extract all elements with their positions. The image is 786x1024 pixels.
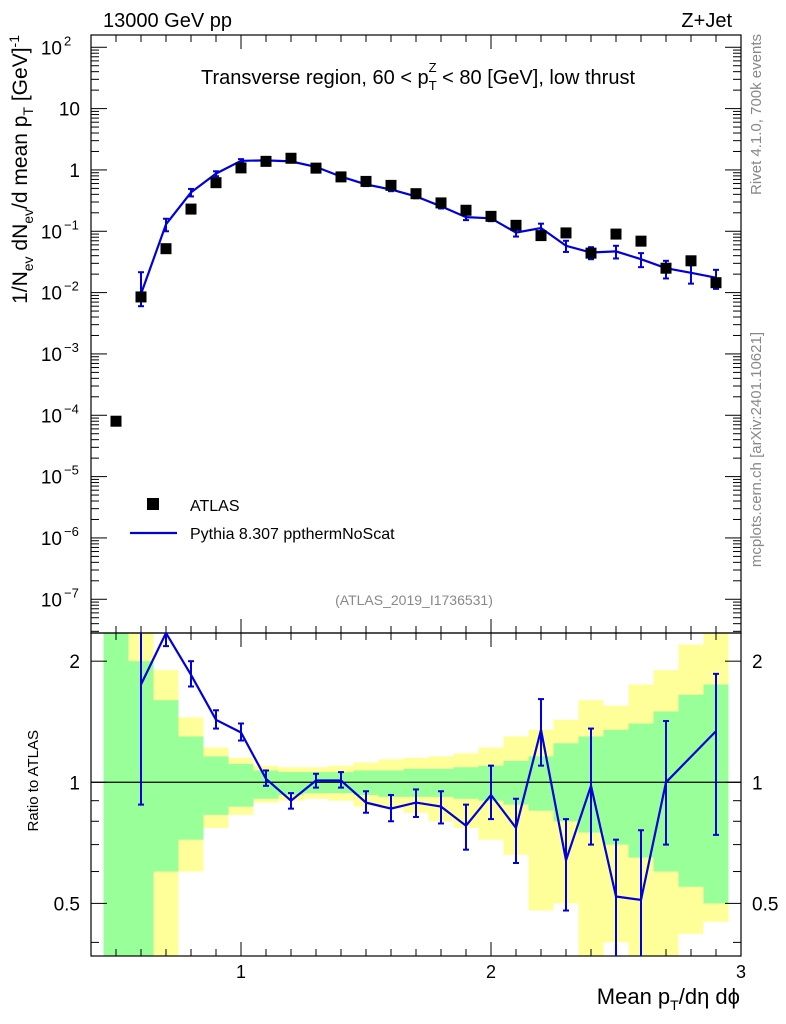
y-tick-label: 10: [41, 590, 62, 611]
ylabel-part-c-sub: T: [20, 107, 36, 116]
y-tick-label-exponent: 2: [64, 33, 71, 48]
y-tick-label-exponent: −3: [64, 340, 79, 355]
ratio-y-label: Ratio to ATLAS: [25, 730, 42, 831]
xlabel-post: /dη dϕ: [679, 984, 740, 1009]
atlas-point: [335, 171, 347, 183]
atlas-point: [410, 188, 422, 200]
axis-ticks: [90, 35, 742, 956]
atlas-point: [160, 243, 172, 255]
x-axis-label: Mean pT/dη dϕ: [597, 984, 740, 1013]
x-tick-label: 3: [736, 962, 746, 982]
analysis-id: (ATLAS_2019_I1736531): [335, 592, 493, 608]
legend-atlas-marker: [147, 498, 159, 510]
pythia-line: [139, 159, 717, 295]
ylabel-part-d: [GeV]: [9, 47, 32, 107]
ratio-tick-label-left: 0.5: [54, 894, 80, 915]
y-axis-label: 1/Nev dNev/d mean pT [GeV]-1: [6, 35, 36, 304]
x-tick-label: 2: [486, 962, 496, 982]
ratio-tick-label-left: 2: [69, 652, 80, 673]
x-tick-label: 1: [236, 962, 246, 982]
y-tick-label: 10: [59, 100, 80, 121]
ylabel-part-b-sub: ev: [20, 209, 36, 224]
green-band-bin: [153, 700, 179, 872]
y-tick-label-exponent: −2: [64, 279, 79, 294]
atlas-point: [135, 291, 147, 303]
main-frame: [90, 34, 742, 634]
green-band-bin: [378, 770, 404, 797]
ylabel-part-d-sup: -1: [6, 35, 22, 48]
green-band-bin: [178, 736, 204, 840]
y-tick-label: 10: [41, 284, 62, 305]
green-band-bin: [203, 756, 229, 815]
atlas-point: [435, 197, 447, 209]
chart-title-post: < 80 [GeV], low thrust: [437, 67, 636, 89]
atlas-point: [185, 203, 197, 215]
ratio-tick-label-right: 0.5: [752, 894, 778, 915]
rivet-label: Rivet 4.1.0, 700k events: [748, 34, 765, 195]
atlas-point: [285, 152, 297, 164]
green-band-bin: [278, 772, 304, 795]
y-tick-label: 10: [41, 468, 62, 489]
atlas-point: [360, 175, 372, 187]
ratio-series: [138, 630, 719, 956]
pythia-series: [138, 158, 719, 308]
legend: ATLAS Pythia 8.307 ppthermNoScat: [130, 498, 395, 543]
atlas-point: [535, 230, 547, 242]
y-tick-label-exponent: −1: [64, 217, 79, 232]
atlas-point: [460, 204, 472, 216]
atlas-point: [310, 162, 322, 174]
ylabel-part-a: 1/N: [9, 271, 32, 304]
green-band-bin: [603, 729, 629, 845]
atlas-point: [385, 179, 397, 191]
chart-title-sub: T: [429, 78, 437, 93]
atlas-series: [110, 152, 722, 427]
atlas-point: [710, 277, 722, 289]
y-tick-label: 10: [41, 38, 62, 59]
atlas-point: [260, 155, 272, 167]
atlas-point: [660, 262, 672, 274]
atlas-point: [685, 255, 697, 267]
y-tick-label: 1: [69, 161, 80, 182]
chart-title-sup: Z: [429, 60, 437, 75]
atlas-point: [510, 219, 522, 231]
chart-title-pre: Transverse region, 60 < p: [201, 67, 429, 89]
header-right: Z+Jet: [681, 10, 732, 32]
atlas-point: [635, 235, 647, 247]
y-tick-label: 10: [41, 529, 62, 550]
atlas-point: [485, 210, 497, 222]
ratio-tick-label-left: 1: [69, 773, 80, 794]
y-tick-label-exponent: −4: [64, 401, 79, 416]
chart-title: Transverse region, 60 < pTZ < 80 [GeV], …: [201, 60, 635, 93]
y-tick-label: 10: [41, 222, 62, 243]
mcplots-label: mcplots.cern.ch [arXiv:2401.10621]: [748, 332, 765, 567]
green-band-bin: [453, 767, 479, 799]
ratio-tick-label-right: 1: [752, 773, 763, 794]
y-tick-label-exponent: −6: [64, 524, 79, 539]
xlabel-pre: Mean p: [597, 984, 670, 1009]
header-left: 13000 GeV pp: [103, 10, 232, 32]
atlas-point: [610, 228, 622, 240]
green-band-bin: [228, 764, 254, 807]
ylabel-part-a-sub: ev: [20, 256, 36, 271]
ratio-tick-label-right: 2: [752, 652, 763, 673]
y-tick-label: 10: [41, 406, 62, 427]
xlabel-sub: T: [670, 997, 679, 1013]
y-tick-label-exponent: −7: [64, 585, 79, 600]
green-band-bin: [103, 633, 129, 956]
atlas-point: [235, 162, 247, 174]
green-band-bin: [678, 694, 704, 887]
atlas-point: [585, 247, 597, 259]
atlas-point: [110, 415, 122, 427]
legend-pythia-label: Pythia 8.307 ppthermNoScat: [190, 526, 395, 543]
atlas-point: [560, 227, 572, 239]
atlas-point: [210, 177, 222, 189]
legend-atlas-label: ATLAS: [190, 498, 240, 515]
y-tick-label-exponent: −5: [64, 463, 79, 478]
ylabel-part-c: /d mean p: [9, 116, 32, 209]
y-tick-label: 10: [41, 345, 62, 366]
ylabel-part-b: dN: [9, 224, 32, 257]
